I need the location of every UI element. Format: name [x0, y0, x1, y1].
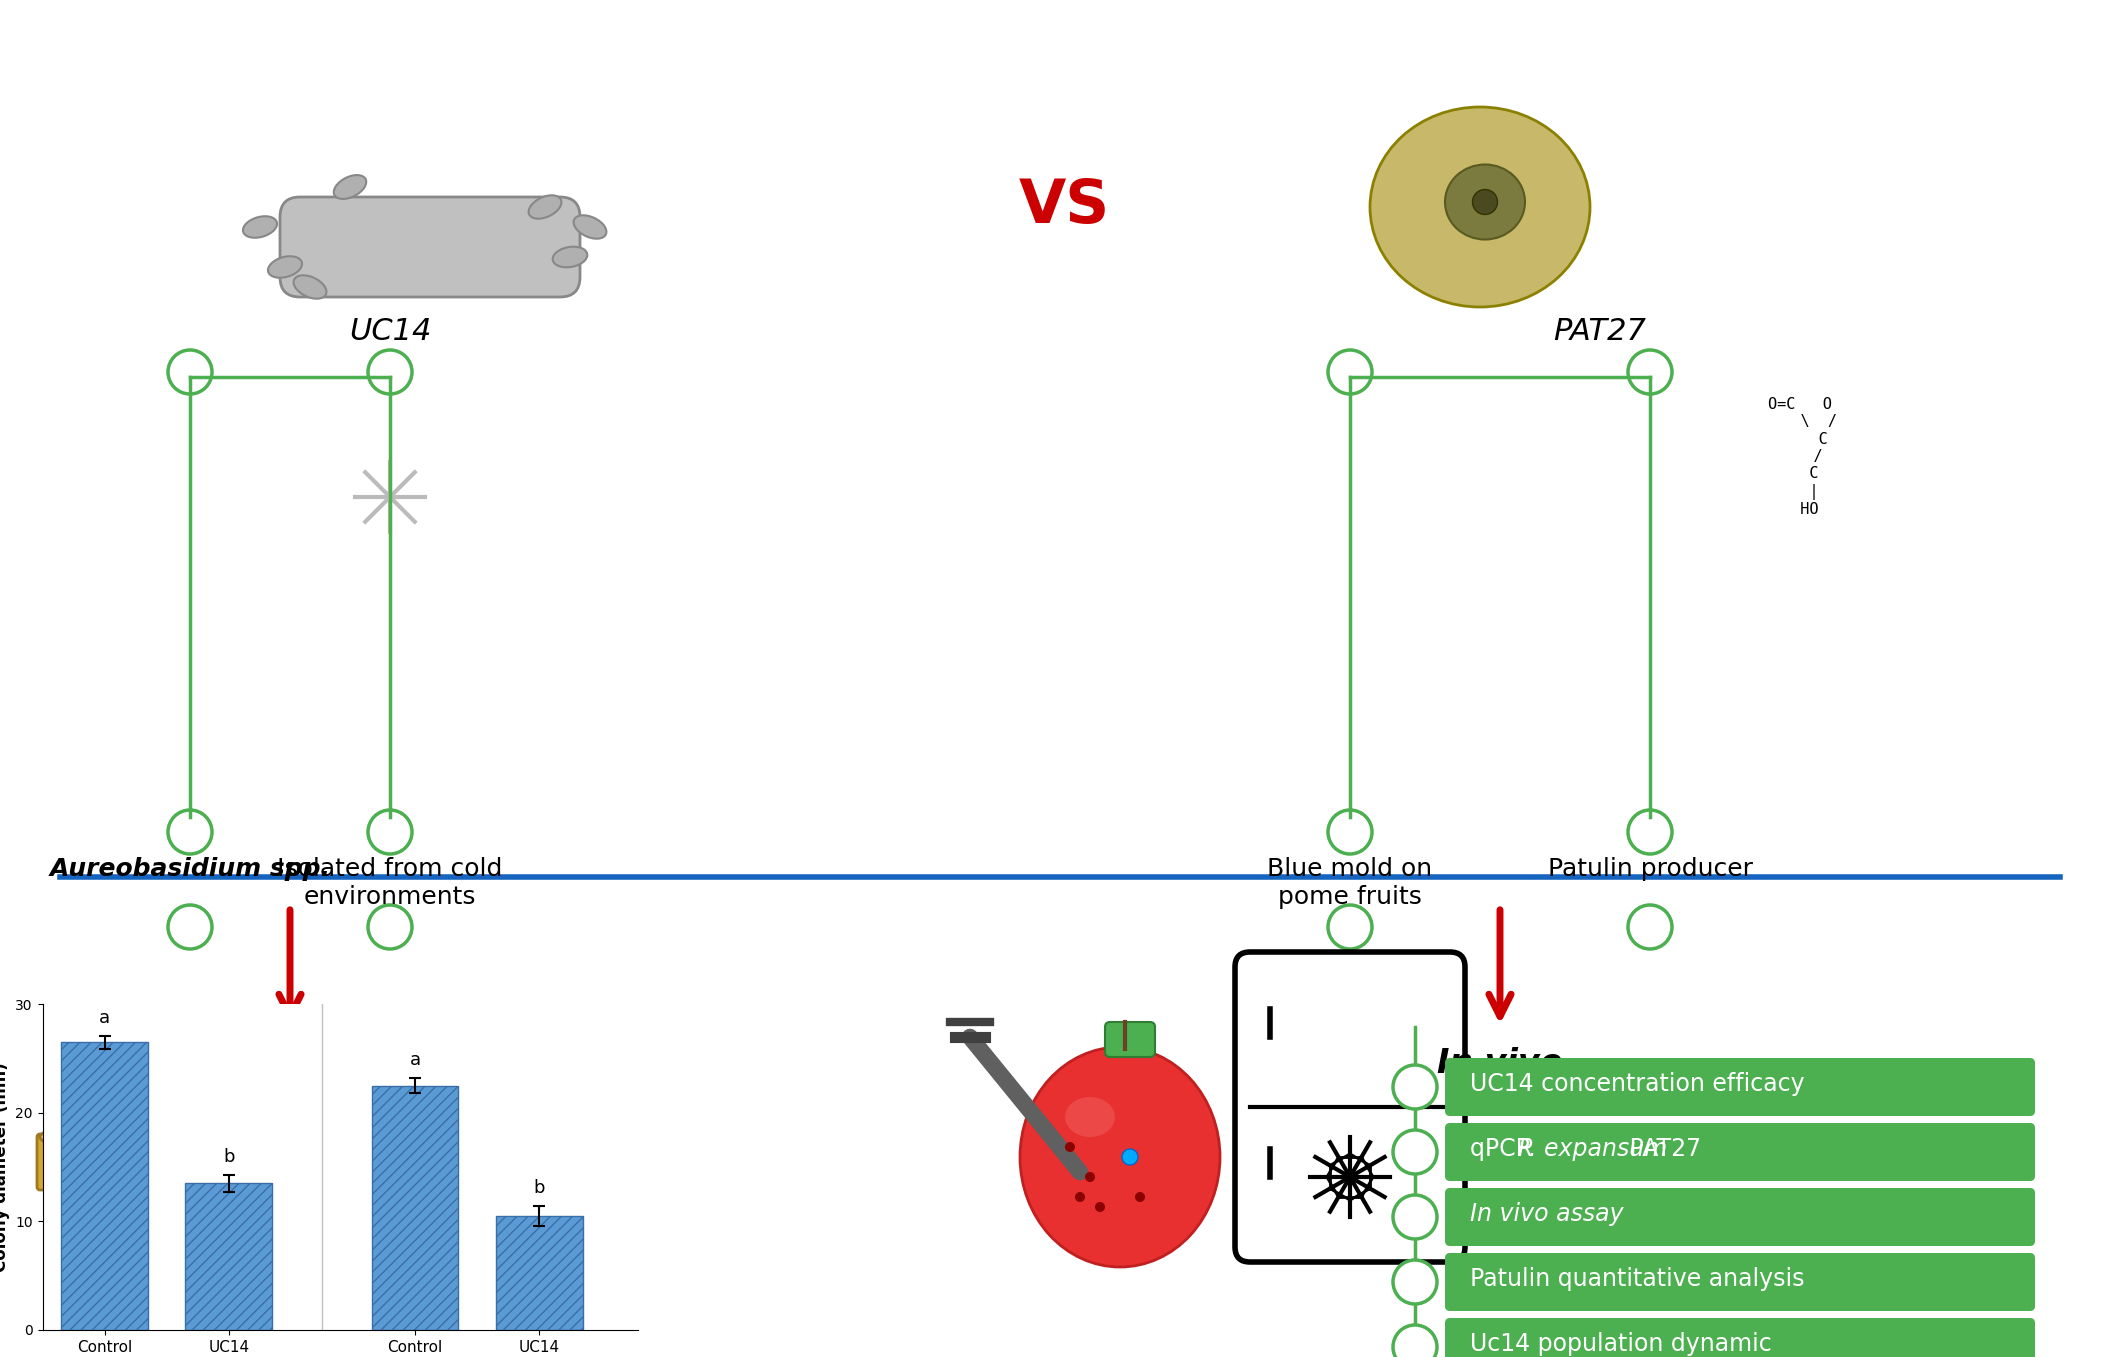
- Text: b: b: [223, 1148, 234, 1166]
- Ellipse shape: [572, 216, 606, 237]
- Text: Agar: Agar: [460, 1148, 498, 1166]
- Ellipse shape: [266, 1122, 396, 1172]
- Text: Patulin quantitative analysis: Patulin quantitative analysis: [1470, 1267, 1805, 1291]
- FancyBboxPatch shape: [1445, 1318, 2034, 1357]
- Text: PAT27: PAT27: [1622, 1137, 1700, 1162]
- Text: Patulin producer: Patulin producer: [1547, 858, 1753, 881]
- Circle shape: [1134, 1191, 1145, 1202]
- Circle shape: [1394, 1130, 1436, 1174]
- Text: In vivo assay: In vivo assay: [1470, 1202, 1624, 1225]
- Text: a: a: [409, 1052, 421, 1069]
- FancyBboxPatch shape: [1104, 1022, 1156, 1057]
- Bar: [372, 1086, 458, 1330]
- Circle shape: [1064, 1143, 1075, 1152]
- Bar: [62, 1042, 149, 1330]
- Ellipse shape: [1064, 1096, 1115, 1137]
- Text: N-VOCs: N-VOCs: [304, 1170, 396, 1194]
- Text: Aureobasidium spp.: Aureobasidium spp.: [49, 858, 330, 881]
- Ellipse shape: [1445, 164, 1526, 239]
- Text: Blue mold on
pome fruits: Blue mold on pome fruits: [1268, 858, 1432, 909]
- FancyBboxPatch shape: [1445, 1187, 2034, 1246]
- FancyBboxPatch shape: [1234, 953, 1464, 1262]
- Circle shape: [1394, 1261, 1436, 1304]
- Text: Uc14 population dynamic: Uc14 population dynamic: [1470, 1333, 1773, 1356]
- Circle shape: [1394, 1196, 1436, 1239]
- FancyBboxPatch shape: [1445, 1058, 2034, 1115]
- FancyBboxPatch shape: [1445, 1253, 2034, 1311]
- Text: In vivo: In vivo: [1436, 1048, 1562, 1080]
- Text: In vitro: In vitro: [221, 1048, 358, 1080]
- Text: b: b: [534, 1179, 545, 1197]
- Text: P. expansum: P. expansum: [1517, 1137, 1666, 1162]
- Ellipse shape: [1473, 190, 1498, 214]
- Ellipse shape: [275, 1134, 385, 1170]
- Text: UC14 concentration efficacy: UC14 concentration efficacy: [1470, 1072, 1805, 1096]
- Circle shape: [1075, 1191, 1085, 1202]
- Ellipse shape: [332, 176, 368, 198]
- FancyBboxPatch shape: [36, 1134, 164, 1190]
- Ellipse shape: [40, 1125, 160, 1149]
- Bar: [185, 1183, 272, 1330]
- Ellipse shape: [294, 277, 328, 297]
- Ellipse shape: [268, 256, 302, 278]
- Text: Isolated from cold
environments: Isolated from cold environments: [277, 858, 502, 909]
- Circle shape: [1085, 1172, 1096, 1182]
- Circle shape: [1394, 1065, 1436, 1109]
- FancyBboxPatch shape: [1445, 1124, 2034, 1181]
- Circle shape: [1096, 1202, 1104, 1212]
- Text: VOCs: VOCs: [117, 1170, 183, 1194]
- Circle shape: [1121, 1149, 1138, 1166]
- Text: VS: VS: [1019, 178, 1109, 236]
- Text: qPCR: qPCR: [1470, 1137, 1541, 1162]
- Text: a: a: [100, 1010, 111, 1027]
- Ellipse shape: [553, 246, 587, 269]
- Text: PAT27: PAT27: [1553, 318, 1647, 346]
- Ellipse shape: [243, 216, 277, 237]
- Ellipse shape: [1019, 1048, 1219, 1267]
- Text: CELLOPHANE: CELLOPHANE: [460, 1126, 570, 1144]
- Ellipse shape: [1370, 107, 1590, 307]
- Bar: [496, 1216, 583, 1330]
- Text: O=C   O
    \  /
     C
    /
   C
   |
  HO: O=C O \ / C / C | HO: [1764, 396, 1836, 517]
- Ellipse shape: [528, 197, 562, 217]
- Circle shape: [1394, 1324, 1436, 1357]
- Y-axis label: Colony diameter (mm): Colony diameter (mm): [0, 1063, 11, 1272]
- FancyBboxPatch shape: [281, 197, 581, 297]
- Text: UC14: UC14: [349, 318, 432, 346]
